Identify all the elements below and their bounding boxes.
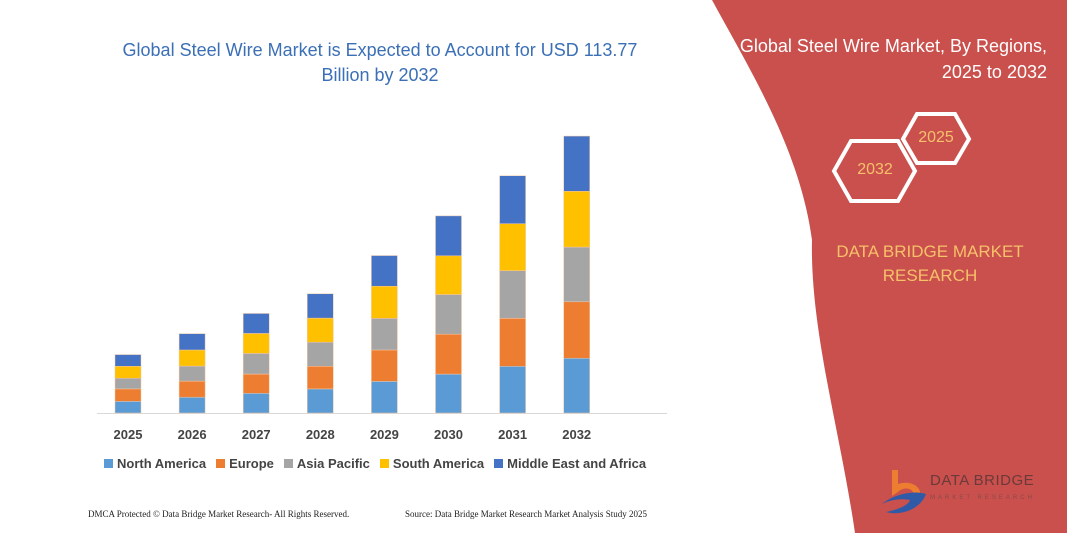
- legend-swatch: [216, 459, 226, 468]
- x-tick-label: 2030: [434, 427, 463, 442]
- bar-segment-2031-north-america: [499, 366, 526, 414]
- legend-label: Europe: [229, 456, 274, 471]
- bar-segment-2025-south-america: [114, 366, 142, 379]
- bar-segment-2032-asia-pacific: [563, 246, 590, 303]
- footer-copyright: DMCA Protected © Data Bridge Market Rese…: [88, 509, 350, 519]
- legend-swatch: [104, 459, 113, 468]
- x-tick-label: 2032: [562, 427, 591, 442]
- legend-swatch: [379, 459, 389, 468]
- bar-segment-2025-north-america: [114, 401, 142, 414]
- bar-segment-2031-middle-east-and-africa: [499, 175, 526, 224]
- legend-swatch: [283, 459, 293, 468]
- logo-subtitle: MARKET RESEARCH: [930, 495, 1035, 501]
- data-bridge-logo-icon: [882, 470, 926, 514]
- bar-segment-2030-north-america: [435, 373, 462, 414]
- x-tick-label: 2031: [498, 427, 527, 442]
- bar-segment-2026-south-america: [178, 349, 206, 367]
- bar-segment-2029-middle-east-and-africa: [371, 255, 398, 287]
- legend-item: Middle East and Africa: [494, 456, 646, 471]
- x-tick-label: 2027: [242, 427, 271, 442]
- legend-label: North America: [117, 456, 207, 471]
- x-tick-label: 2026: [178, 427, 207, 442]
- bar-segment-2025-middle-east-and-africa: [114, 354, 142, 367]
- x-tick-label: 2025: [114, 427, 143, 442]
- bar-segment-2032-north-america: [563, 358, 590, 414]
- bar-segment-2026-europe: [178, 380, 206, 398]
- legend-item: Asia Pacific: [283, 456, 370, 471]
- bar-segment-2027-asia-pacific: [242, 353, 270, 375]
- bar-segment-2031-south-america: [499, 223, 526, 271]
- bar-segment-2030-south-america: [435, 255, 462, 295]
- bar-segment-2030-middle-east-and-africa: [435, 215, 462, 257]
- legend-item: North America: [104, 456, 206, 471]
- side-panel-brand: DATA BRIDGE MARKET RESEARCH: [836, 242, 1024, 285]
- bar-segment-2027-south-america: [242, 333, 270, 354]
- side-panel-title: Global Steel Wire Market, By Regions, 20…: [739, 36, 1047, 82]
- bar-segment-2027-north-america: [242, 393, 270, 414]
- bar-segment-2029-asia-pacific: [371, 318, 398, 351]
- bar-segment-2026-middle-east-and-africa: [178, 333, 206, 351]
- bar-segment-2030-europe: [435, 333, 462, 375]
- bar-segment-2030-asia-pacific: [435, 294, 462, 335]
- bar-segment-2032-europe: [563, 301, 590, 359]
- red-side-panel: [712, 0, 1067, 533]
- bar-segment-2028-south-america: [307, 317, 334, 343]
- legend-item: Europe: [216, 456, 274, 471]
- bar-segment-2025-europe: [114, 388, 142, 402]
- bar-segment-2028-north-america: [307, 388, 334, 414]
- legend-swatch: [494, 459, 504, 468]
- chart-title: Global Steel Wire Market is Expected to …: [122, 40, 638, 85]
- bar-segment-2026-asia-pacific: [178, 365, 206, 382]
- legend: North America Europe Asia Pacific South Ame…: [104, 456, 646, 471]
- hex-label-2032: 2032: [857, 161, 893, 178]
- logo-name: DATA BRIDGE: [930, 472, 1035, 489]
- legend-label: Middle East and Africa: [507, 456, 647, 471]
- x-tick-label: 2028: [306, 427, 335, 442]
- chart-area: 2025 2026 2027 2028 2029 2030 2031 2032: [97, 135, 667, 442]
- footer-source: Source: Data Bridge Market Research Mark…: [405, 509, 647, 519]
- legend-item: South America: [379, 456, 485, 471]
- bar-segment-2029-north-america: [371, 381, 398, 414]
- bar-segment-2031-asia-pacific: [499, 270, 526, 319]
- bar-segment-2029-south-america: [371, 285, 398, 319]
- bar-segment-2032-middle-east-and-africa: [563, 135, 590, 192]
- bar-segment-2032-south-america: [563, 191, 590, 248]
- bar-segment-2028-middle-east-and-africa: [307, 293, 334, 319]
- bar-segment-2025-asia-pacific: [114, 377, 142, 390]
- bar-segment-2027-europe: [242, 373, 270, 394]
- hexagon-2025: [900, 112, 972, 165]
- x-tick-label: 2029: [370, 427, 399, 442]
- hexagon-2032: [831, 139, 918, 203]
- bar-segment-2028-europe: [307, 366, 334, 390]
- bar-segment-2026-north-america: [178, 396, 206, 414]
- legend-label: South America: [392, 456, 485, 471]
- bar-segment-2028-asia-pacific: [307, 341, 334, 367]
- bar-segment-2029-europe: [371, 349, 398, 382]
- legend-label: Asia Pacific: [296, 456, 370, 471]
- bar-segment-2031-europe: [499, 318, 526, 367]
- bar-segment-2027-middle-east-and-africa: [242, 313, 270, 334]
- hex-label-2025: 2025: [918, 129, 954, 146]
